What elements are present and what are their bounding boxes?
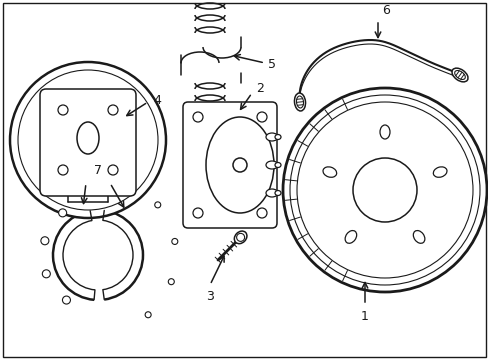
Text: 1: 1 — [360, 310, 368, 323]
Circle shape — [193, 112, 203, 122]
Circle shape — [42, 270, 50, 278]
Circle shape — [283, 88, 486, 292]
Circle shape — [289, 95, 479, 285]
Ellipse shape — [323, 167, 336, 177]
Circle shape — [352, 158, 416, 222]
Circle shape — [154, 202, 161, 208]
Ellipse shape — [432, 167, 446, 177]
FancyBboxPatch shape — [40, 89, 136, 196]
Circle shape — [193, 208, 203, 218]
Text: 4: 4 — [153, 94, 161, 107]
Ellipse shape — [379, 125, 389, 139]
Circle shape — [236, 233, 244, 241]
Circle shape — [10, 62, 165, 218]
Circle shape — [58, 105, 68, 115]
Circle shape — [171, 238, 178, 244]
Ellipse shape — [265, 161, 278, 169]
Text: 2: 2 — [256, 82, 264, 95]
Circle shape — [41, 237, 49, 245]
Ellipse shape — [265, 133, 278, 141]
Circle shape — [145, 312, 151, 318]
Circle shape — [257, 112, 266, 122]
Ellipse shape — [296, 96, 303, 108]
Ellipse shape — [265, 189, 278, 197]
Text: 5: 5 — [267, 58, 275, 72]
Ellipse shape — [294, 93, 305, 111]
Ellipse shape — [345, 230, 356, 243]
Text: 3: 3 — [205, 290, 214, 303]
Ellipse shape — [451, 68, 467, 82]
Text: 7: 7 — [94, 164, 102, 177]
Ellipse shape — [454, 71, 465, 80]
Ellipse shape — [234, 231, 246, 244]
Circle shape — [108, 165, 118, 175]
Ellipse shape — [274, 162, 281, 167]
Circle shape — [58, 165, 68, 175]
Circle shape — [168, 279, 174, 285]
Ellipse shape — [205, 117, 273, 213]
Circle shape — [108, 105, 118, 115]
Circle shape — [59, 209, 66, 217]
Circle shape — [257, 208, 266, 218]
Ellipse shape — [274, 135, 281, 139]
FancyBboxPatch shape — [183, 102, 276, 228]
Circle shape — [296, 102, 472, 278]
Ellipse shape — [412, 230, 424, 243]
Circle shape — [62, 296, 70, 304]
Circle shape — [18, 70, 158, 210]
Ellipse shape — [274, 190, 281, 195]
Ellipse shape — [232, 158, 246, 172]
Text: 6: 6 — [381, 4, 389, 17]
Ellipse shape — [77, 122, 99, 154]
